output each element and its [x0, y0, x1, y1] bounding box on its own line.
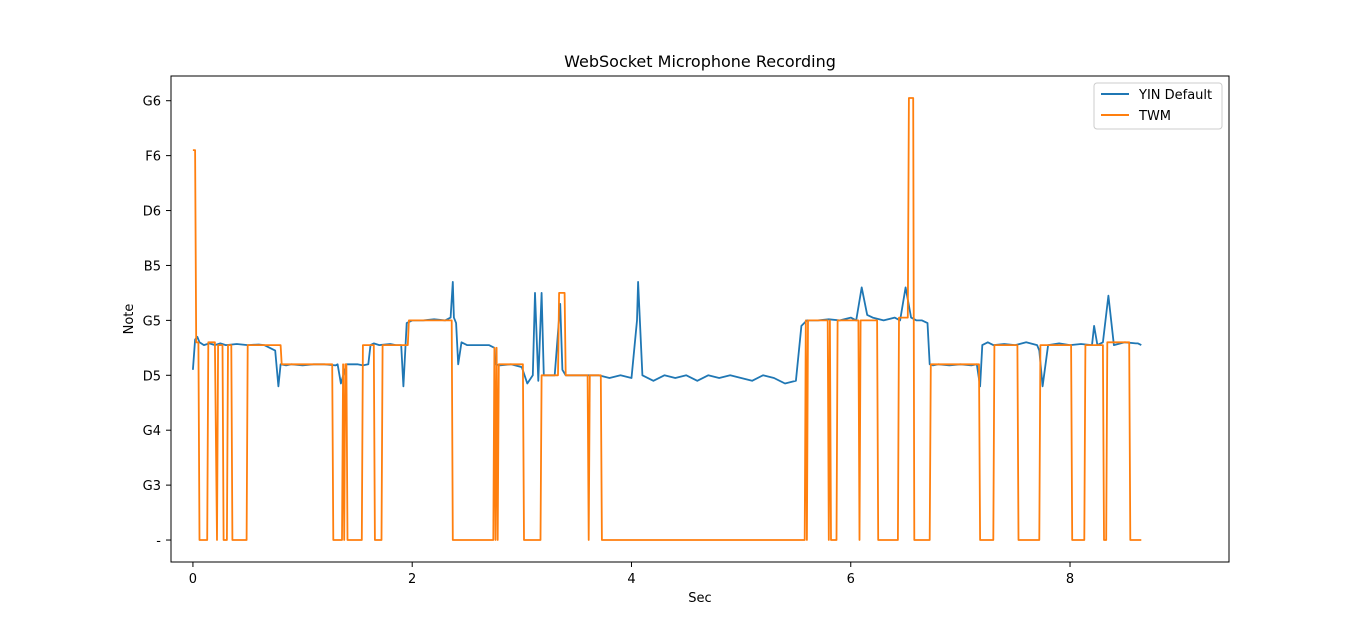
y-tick-label: G5 [143, 314, 161, 329]
y-tick-label: D5 [143, 369, 161, 384]
y-tick-label: G4 [143, 424, 161, 439]
x-tick-label: 4 [627, 572, 635, 587]
x-axis: 0 2 4 6 8 [189, 562, 1074, 587]
series-line-yin-default [192, 280, 1142, 388]
y-tick-label: F6 [145, 150, 161, 165]
y-axis: - G3 G4 D5 G5 B5 D6 F6 G6 [143, 95, 171, 549]
legend: YIN Default TWM [1093, 82, 1223, 130]
x-tick-label: 0 [189, 572, 197, 587]
series-line-twm [192, 97, 1142, 541]
y-tick-label: G3 [143, 479, 161, 494]
legend-label-yin-default: YIN Default [1138, 88, 1212, 103]
x-tick-label: 6 [847, 572, 855, 587]
x-tick-label: 2 [408, 572, 416, 587]
y-tick-label: G6 [143, 95, 161, 110]
x-axis-label: Sec [688, 591, 711, 606]
plot-frame [170, 75, 1230, 563]
y-axis-label: Note [122, 304, 137, 335]
chart-title: WebSocket Microphone Recording [564, 52, 836, 71]
y-tick-label: B5 [144, 259, 161, 274]
legend-label-twm: TWM [1138, 109, 1171, 124]
y-tick-label: - [156, 534, 161, 549]
y-tick-label: D6 [143, 205, 161, 220]
x-tick-label: 8 [1066, 572, 1074, 587]
plot-lines [192, 97, 1142, 541]
